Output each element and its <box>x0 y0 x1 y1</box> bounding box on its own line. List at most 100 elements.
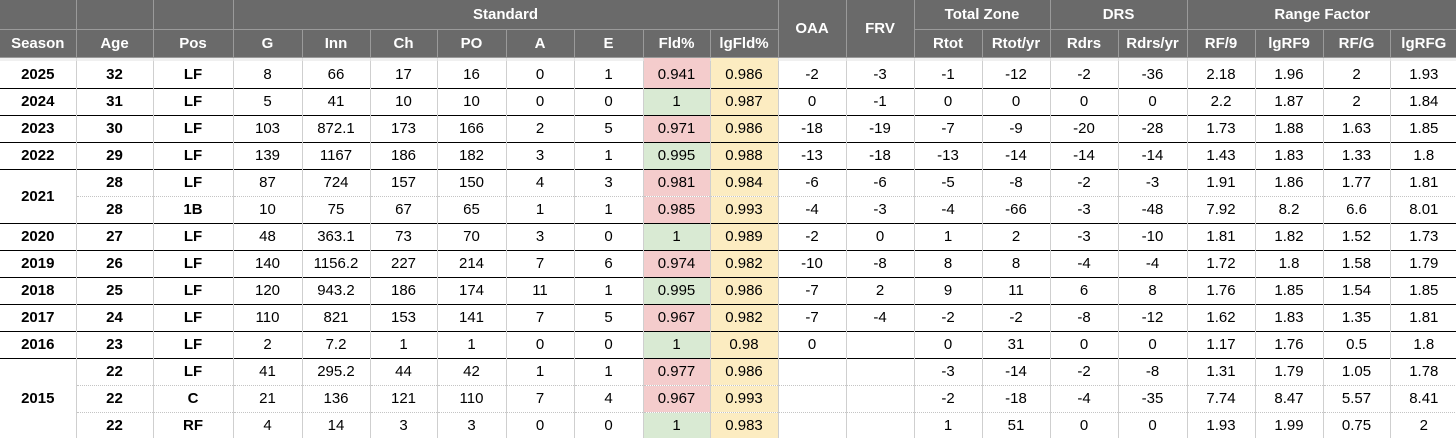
e-cell[interactable]: 1 <box>574 61 644 88</box>
lg-fld-pct-cell[interactable]: 0.982 <box>710 249 779 277</box>
lg-fld-pct-cell[interactable]: 0.983 <box>710 411 779 438</box>
ch-cell[interactable]: 227 <box>370 249 438 277</box>
lg-fld-pct-cell[interactable]: 0.993 <box>710 195 779 223</box>
frv-cell[interactable] <box>846 384 915 412</box>
a-cell[interactable]: 11 <box>506 276 575 304</box>
header-col-rtot[interactable]: Rtot <box>913 29 983 58</box>
ch-cell[interactable]: 67 <box>370 195 438 223</box>
rfg-cell[interactable]: 1.58 <box>1323 249 1391 277</box>
rdrs-cell[interactable]: -4 <box>1050 249 1119 277</box>
lgrfg-cell[interactable]: 8.41 <box>1390 384 1456 412</box>
lgrfg-cell[interactable]: 1.78 <box>1390 357 1456 385</box>
rf9-cell[interactable]: 7.92 <box>1187 195 1256 223</box>
lg-fld-pct-cell[interactable]: 0.98 <box>710 330 779 358</box>
header-group-total-zone[interactable]: Total Zone <box>913 0 1051 30</box>
season-cell[interactable]: 2016 <box>0 330 77 358</box>
po-cell[interactable]: 65 <box>437 195 507 223</box>
rdrs-yr-cell[interactable]: 0 <box>1118 330 1188 358</box>
inn-cell[interactable]: 14 <box>302 411 371 438</box>
rdrs-cell[interactable]: 0 <box>1050 87 1119 115</box>
a-cell[interactable]: 0 <box>506 411 575 438</box>
age-cell[interactable]: 22 <box>76 384 154 412</box>
rtot-cell[interactable]: -3 <box>914 357 983 385</box>
pos-cell[interactable]: LF <box>153 114 234 142</box>
fld-pct-cell[interactable]: 0.981 <box>643 168 711 196</box>
pos-cell[interactable]: C <box>153 384 234 412</box>
g-cell[interactable]: 139 <box>233 141 303 169</box>
lgrfg-cell[interactable]: 2 <box>1390 411 1456 438</box>
frv-cell[interactable]: 2 <box>846 276 915 304</box>
season-cell[interactable]: 2025 <box>0 61 77 88</box>
rdrs-yr-cell[interactable]: -35 <box>1118 384 1188 412</box>
lgrfg-cell[interactable]: 1.84 <box>1390 87 1456 115</box>
header-col-po[interactable]: PO <box>436 29 507 58</box>
fld-pct-cell[interactable]: 1 <box>643 330 711 358</box>
lg-fld-pct-cell[interactable]: 0.987 <box>710 87 779 115</box>
lgrf9-cell[interactable]: 1.83 <box>1255 303 1324 331</box>
rdrs-yr-cell[interactable]: 0 <box>1118 411 1188 438</box>
inn-cell[interactable]: 724 <box>302 168 371 196</box>
po-cell[interactable]: 16 <box>437 61 507 88</box>
rtot-yr-cell[interactable]: 0 <box>982 87 1051 115</box>
season-cell[interactable]: 2024 <box>0 87 77 115</box>
e-cell[interactable]: 3 <box>574 168 644 196</box>
inn-cell[interactable]: 872.1 <box>302 114 371 142</box>
frv-cell[interactable]: -3 <box>846 195 915 223</box>
rtot-yr-cell[interactable]: -14 <box>982 357 1051 385</box>
inn-cell[interactable]: 7.2 <box>302 330 371 358</box>
g-cell[interactable]: 120 <box>233 276 303 304</box>
g-cell[interactable]: 103 <box>233 114 303 142</box>
lg-fld-pct-cell[interactable]: 0.986 <box>710 61 779 88</box>
rf9-cell[interactable]: 1.72 <box>1187 249 1256 277</box>
lgrfg-cell[interactable]: 1.85 <box>1390 276 1456 304</box>
inn-cell[interactable]: 295.2 <box>302 357 371 385</box>
lgrf9-cell[interactable]: 1.96 <box>1255 61 1324 88</box>
rtot-yr-cell[interactable]: -66 <box>982 195 1051 223</box>
season-cell[interactable]: 2018 <box>0 276 77 304</box>
ch-cell[interactable]: 73 <box>370 222 438 250</box>
g-cell[interactable]: 21 <box>233 384 303 412</box>
rtot-yr-cell[interactable]: -12 <box>982 61 1051 88</box>
rdrs-yr-cell[interactable]: -4 <box>1118 249 1188 277</box>
rtot-cell[interactable]: -2 <box>914 384 983 412</box>
rfg-cell[interactable]: 1.05 <box>1323 357 1391 385</box>
oaa-cell[interactable]: -6 <box>778 168 847 196</box>
frv-cell[interactable]: -18 <box>846 141 915 169</box>
frv-cell[interactable]: -8 <box>846 249 915 277</box>
g-cell[interactable]: 4 <box>233 411 303 438</box>
lgrfg-cell[interactable]: 1.85 <box>1390 114 1456 142</box>
rdrs-cell[interactable]: 0 <box>1050 411 1119 438</box>
rf9-cell[interactable]: 1.93 <box>1187 411 1256 438</box>
age-cell[interactable]: 25 <box>76 276 154 304</box>
frv-cell[interactable]: -19 <box>846 114 915 142</box>
inn-cell[interactable]: 1156.2 <box>302 249 371 277</box>
rf9-cell[interactable]: 2.2 <box>1187 87 1256 115</box>
lg-fld-pct-cell[interactable]: 0.986 <box>710 357 779 385</box>
rdrs-cell[interactable]: -20 <box>1050 114 1119 142</box>
header-col-age[interactable]: Age <box>75 29 154 58</box>
header-col-lg-fld-pct[interactable]: lgFld% <box>709 29 779 58</box>
rdrs-cell[interactable]: -2 <box>1050 357 1119 385</box>
a-cell[interactable]: 0 <box>506 330 575 358</box>
ch-cell[interactable]: 173 <box>370 114 438 142</box>
g-cell[interactable]: 41 <box>233 357 303 385</box>
rtot-yr-cell[interactable]: -18 <box>982 384 1051 412</box>
e-cell[interactable]: 5 <box>574 114 644 142</box>
po-cell[interactable]: 182 <box>437 141 507 169</box>
header-group-range-factor[interactable]: Range Factor <box>1186 0 1456 30</box>
lgrf9-cell[interactable]: 1.8 <box>1255 249 1324 277</box>
oaa-cell[interactable]: 0 <box>778 87 847 115</box>
age-cell[interactable]: 22 <box>76 357 154 385</box>
lgrf9-cell[interactable]: 1.82 <box>1255 222 1324 250</box>
fld-pct-cell[interactable]: 0.967 <box>643 384 711 412</box>
rdrs-cell[interactable]: -14 <box>1050 141 1119 169</box>
age-cell[interactable]: 27 <box>76 222 154 250</box>
rtot-cell[interactable]: -1 <box>914 61 983 88</box>
frv-cell[interactable]: 0 <box>846 222 915 250</box>
a-cell[interactable]: 3 <box>506 222 575 250</box>
header-group-standard[interactable]: Standard <box>232 0 779 30</box>
ch-cell[interactable]: 3 <box>370 411 438 438</box>
po-cell[interactable]: 150 <box>437 168 507 196</box>
ch-cell[interactable]: 10 <box>370 87 438 115</box>
rdrs-cell[interactable]: 0 <box>1050 330 1119 358</box>
